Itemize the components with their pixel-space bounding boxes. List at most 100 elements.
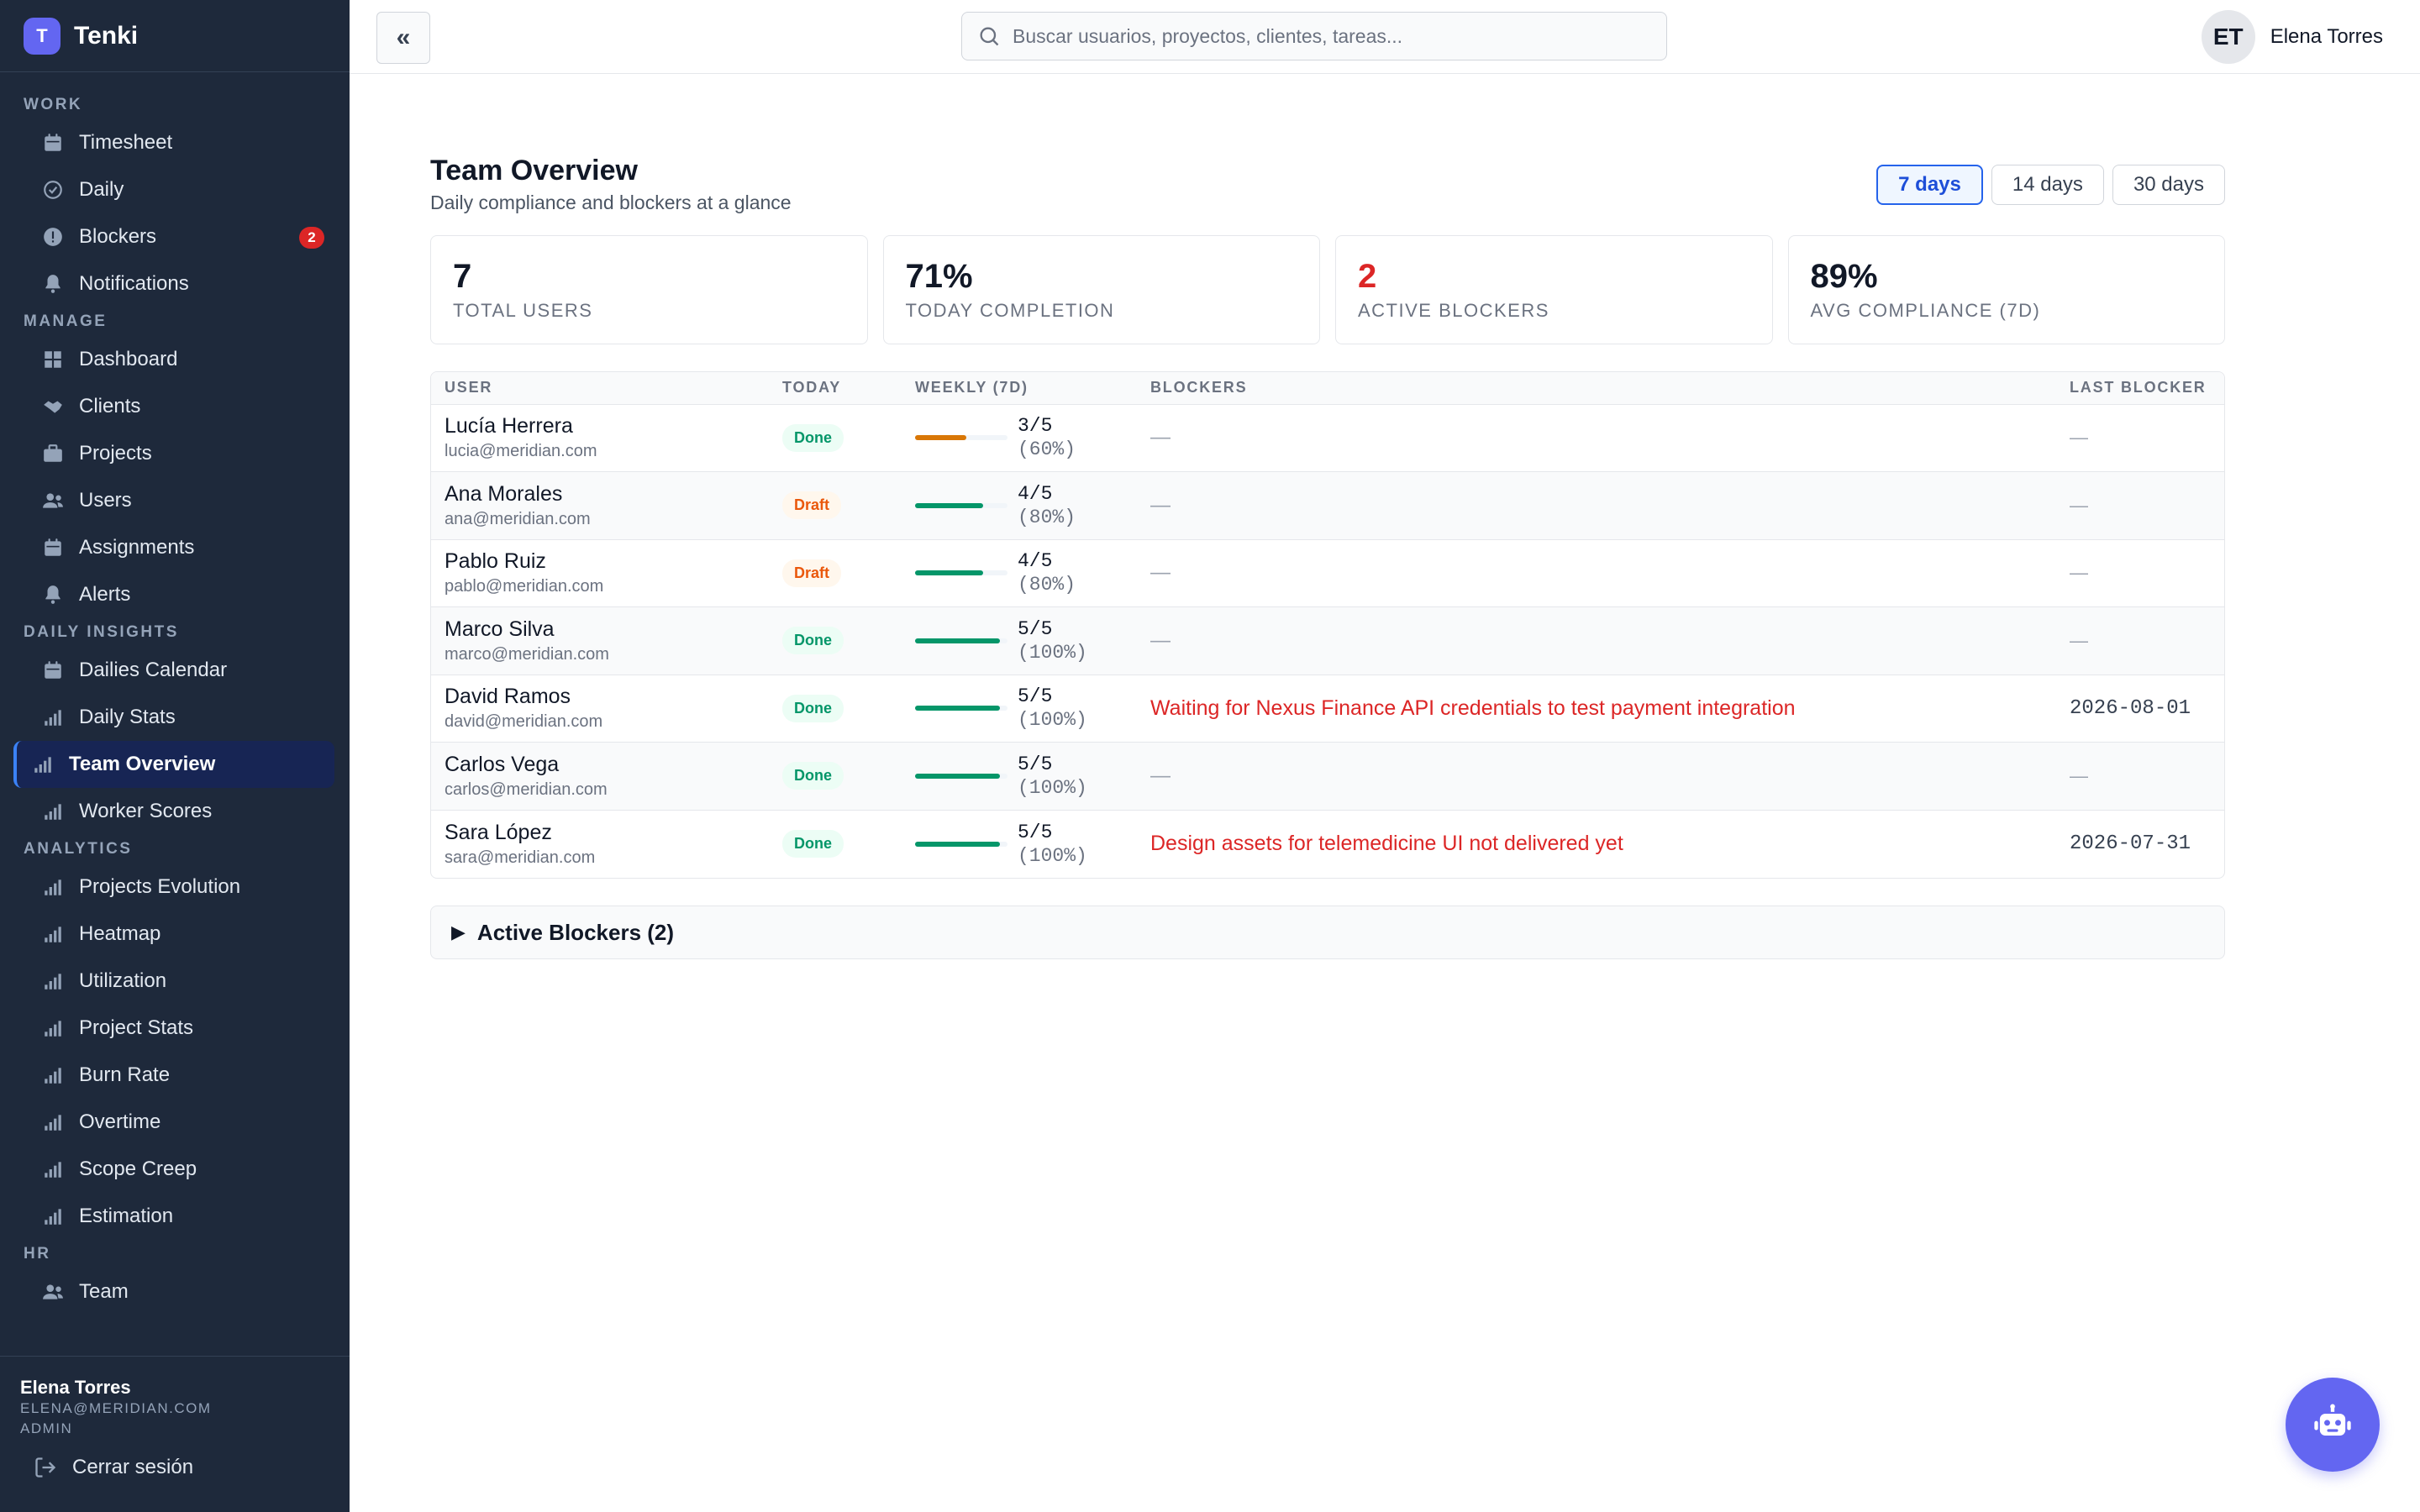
weekly-progress-bar [915, 841, 1007, 847]
sidebar-item-burn-rate[interactable]: Burn Rate [13, 1052, 334, 1099]
search-box[interactable] [961, 12, 1667, 60]
weekly-percent: (60%) [1018, 438, 1076, 461]
sidebar-item-dashboard[interactable]: Dashboard [13, 336, 334, 383]
brand[interactable]: T Tenki [0, 0, 350, 72]
table-row[interactable]: Carlos Vega carlos@meridian.com Done 5/5 (10… [431, 742, 2224, 811]
sidebar-item-team[interactable]: Team [13, 1268, 334, 1315]
users-icon [42, 490, 64, 512]
sidebar-item-team-overview[interactable]: Team Overview [13, 741, 334, 788]
blocker-cell: — [1137, 539, 2056, 607]
table-body: Lucía Herrera lucia@meridian.com Done 3/5 (6… [431, 404, 2224, 878]
sidebar-item-label: Scope Creep [79, 1158, 197, 1180]
sidebar-item-scope-creep[interactable]: Scope Creep [13, 1146, 334, 1193]
sidebar-item-overtime[interactable]: Overtime [13, 1099, 334, 1146]
assistant-button[interactable] [2286, 1378, 2380, 1472]
sidebar-item-projects[interactable]: Projects [13, 430, 334, 477]
table-row[interactable]: Lucía Herrera lucia@meridian.com Done 3/5 (6… [431, 404, 2224, 472]
sidebar-item-heatmap[interactable]: Heatmap [13, 911, 334, 958]
last-blocker-cell: 2026-08-01 [2056, 675, 2224, 743]
stat-label: TODAY COMPLETION [905, 300, 1115, 321]
status-badge: Done [782, 694, 844, 722]
range-button-14-days[interactable]: 14 days [1991, 165, 2104, 205]
range-selector: 7 days 14 days 30 days [1876, 165, 2225, 205]
user-name: Elena Torres [2270, 25, 2383, 48]
active-blockers-label: Active Blockers (2) [476, 919, 675, 945]
last-blocker-date: — [2070, 629, 2088, 651]
weekly-cell: 5/5 (100%) [902, 810, 1137, 878]
last-blocker-cell: — [2056, 471, 2224, 540]
weekly-progress-bar [915, 502, 1007, 508]
count-badge: 2 [299, 227, 324, 249]
sidebar-item-daily-stats[interactable]: Daily Stats [13, 694, 334, 741]
weekly-progress-bar [915, 638, 1007, 643]
user-name: Lucía Herrera [445, 414, 573, 438]
today-cell: Done [769, 606, 902, 675]
sidebar-item-notifications[interactable]: Notifications [13, 260, 334, 307]
sidebar-item-dailies-calendar[interactable]: Dailies Calendar [13, 647, 334, 694]
blocker-text: — [1150, 493, 1171, 517]
col-header-today[interactable]: TODAY [769, 372, 902, 405]
weekly-progress-fill [915, 706, 1001, 711]
weekly-count: 5/5 [1018, 821, 1053, 843]
weekly-percent: (100%) [1018, 641, 1087, 664]
table-row[interactable]: Pablo Ruiz pablo@meridian.com Draft 4/5 (80%… [431, 539, 2224, 607]
bar-chart-icon [42, 876, 64, 898]
last-blocker-date: 2026-08-01 [2070, 696, 2191, 720]
sidebar-item-projects-evolution[interactable]: Projects Evolution [13, 864, 334, 911]
sidebar-item-estimation[interactable]: Estimation [13, 1193, 334, 1240]
bar-chart-icon [42, 1205, 64, 1227]
bar-chart-icon [42, 706, 64, 728]
stat-card-active-blockers: 2 ACTIVE BLOCKERS [1335, 235, 1773, 344]
weekly-progress-bar [915, 773, 1007, 779]
sidebar-item-label: Blockers [79, 225, 157, 248]
sidebar-item-utilization[interactable]: Utilization [13, 958, 334, 1005]
sidebar-item-users[interactable]: Users [13, 477, 334, 524]
page-subtitle: Daily compliance and blockers at a glanc… [430, 192, 792, 213]
collapse-sidebar-button[interactable]: « [376, 12, 430, 64]
sidebar-item-daily[interactable]: Daily [13, 166, 334, 213]
range-button-30-days[interactable]: 30 days [2112, 165, 2225, 205]
active-blockers-toggle[interactable]: ▶ Active Blockers (2) [430, 906, 2225, 959]
sidebar-item-alerts[interactable]: Alerts [13, 571, 334, 618]
col-header-weekly[interactable]: WEEKLY (7D) [902, 372, 1137, 405]
search-input[interactable] [1013, 24, 1651, 48]
table-row[interactable]: Sara López sara@meridian.com Done 5/5 (100%)… [431, 810, 2224, 878]
table-row[interactable]: David Ramos david@meridian.com Done 5/5 (100… [431, 675, 2224, 743]
logout-button[interactable]: Cerrar sesión [34, 1456, 329, 1479]
user-cell: Lucía Herrera lucia@meridian.com [431, 404, 769, 472]
robot-icon [2314, 1404, 2351, 1436]
weekly-cell: 5/5 (100%) [902, 606, 1137, 675]
sidebar-item-blockers[interactable]: Blockers 2 [13, 213, 334, 260]
today-cell: Done [769, 404, 902, 472]
weekly-cell: 5/5 (100%) [902, 675, 1137, 743]
table-row[interactable]: Marco Silva marco@meridian.com Done 5/5 (100… [431, 606, 2224, 675]
sidebar-item-project-stats[interactable]: Project Stats [13, 1005, 334, 1052]
stat-card-today-completion: 71% TODAY COMPLETION [882, 235, 1320, 344]
topbar: « ET Elena Torres [350, 0, 2420, 74]
stat-label: ACTIVE BLOCKERS [1358, 300, 1549, 321]
sidebar-item-assignments[interactable]: Assignments [13, 524, 334, 571]
col-header-blockers[interactable]: BLOCKERS [1137, 372, 2056, 405]
status-badge: Draft [782, 491, 842, 520]
user-email: lucia@meridian.com [445, 442, 597, 461]
range-button-7-days[interactable]: 7 days [1876, 165, 1983, 205]
bell-icon [42, 584, 64, 606]
today-cell: Done [769, 810, 902, 878]
user-cell: Sara López sara@meridian.com [431, 810, 769, 878]
user-menu[interactable]: ET Elena Torres [2201, 10, 2383, 64]
user-cell: Pablo Ruiz pablo@meridian.com [431, 539, 769, 607]
col-header-last-blocker[interactable]: LAST BLOCKER [2056, 372, 2224, 405]
col-header-user[interactable]: USER [431, 372, 769, 405]
blocker-text: Waiting for Nexus Finance API credential… [1150, 696, 1796, 720]
sidebar-item-label: Project Stats [79, 1016, 194, 1039]
stat-value: 2 [1358, 258, 1377, 295]
blocker-cell: — [1137, 404, 2056, 472]
weekly-progress-fill [915, 502, 983, 508]
sidebar-item-timesheet[interactable]: Timesheet [13, 119, 334, 166]
user-cell: David Ramos david@meridian.com [431, 675, 769, 743]
status-badge: Done [782, 830, 844, 858]
table-row[interactable]: Ana Morales ana@meridian.com Draft 4/5 (80%)… [431, 471, 2224, 540]
sidebar-item-clients[interactable]: Clients [13, 383, 334, 430]
sidebar-item-worker-scores[interactable]: Worker Scores [13, 788, 334, 835]
logout-label: Cerrar sesión [72, 1456, 194, 1478]
